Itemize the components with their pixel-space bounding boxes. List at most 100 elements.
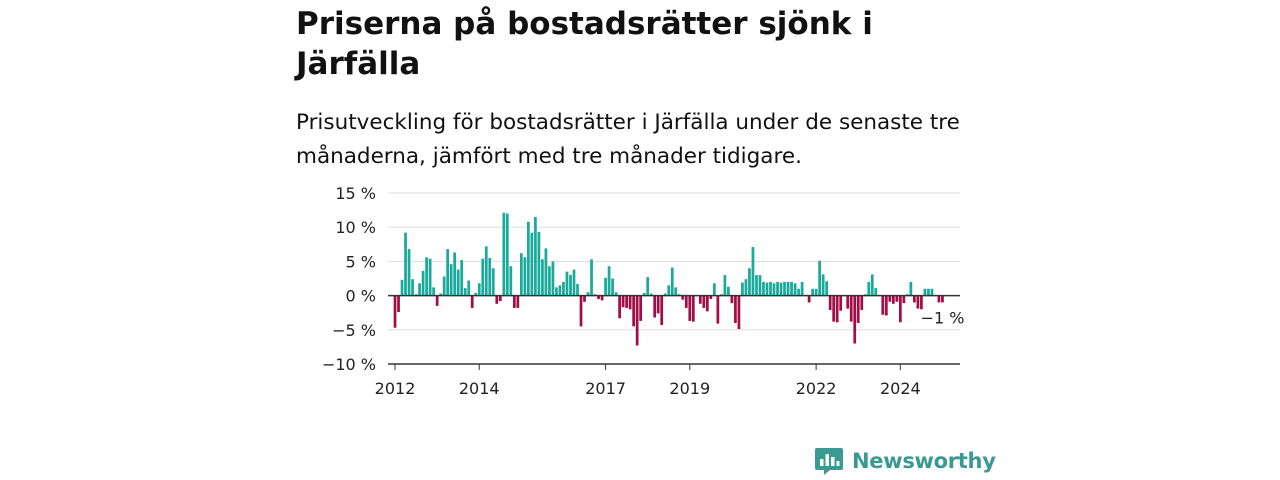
bar — [674, 287, 678, 296]
y-tick-label: 5 % — [346, 252, 376, 271]
bar — [793, 283, 797, 296]
bar — [923, 288, 927, 296]
bar — [449, 264, 453, 296]
bar — [797, 288, 800, 296]
bar — [439, 293, 443, 296]
bar — [716, 295, 720, 324]
bar — [435, 295, 439, 306]
bar — [727, 286, 730, 296]
bar — [470, 295, 474, 308]
bar — [765, 282, 769, 296]
bar — [741, 282, 744, 296]
bar — [607, 266, 611, 296]
bar — [751, 247, 755, 296]
bar — [428, 258, 432, 296]
bar — [463, 288, 467, 296]
bar — [576, 283, 579, 296]
bar — [600, 295, 604, 301]
newsworthy-logo[interactable]: Newsworthy — [814, 446, 996, 476]
bar — [930, 288, 934, 296]
bar — [698, 295, 702, 304]
bar — [828, 295, 832, 310]
bar — [628, 295, 632, 310]
bar — [432, 287, 435, 296]
chart-title: Priserna på bostadsrätter sjönk i Järfäl… — [296, 6, 873, 82]
bar — [453, 252, 457, 296]
bar — [393, 295, 397, 328]
bar — [891, 295, 895, 304]
bar — [586, 292, 590, 296]
bar — [523, 257, 527, 296]
bar — [884, 295, 888, 316]
bar — [681, 295, 685, 300]
bar — [755, 275, 758, 296]
bar — [646, 277, 650, 296]
bar — [491, 268, 495, 296]
bar — [723, 275, 727, 296]
bar — [397, 295, 400, 313]
bar — [702, 295, 706, 308]
y-tick-label: 10 % — [335, 218, 376, 237]
bar — [881, 295, 885, 315]
bar — [941, 295, 944, 303]
bar — [762, 281, 765, 296]
bar — [790, 281, 793, 296]
bar — [898, 295, 902, 323]
bar — [684, 295, 688, 308]
bar — [400, 279, 404, 296]
bar — [649, 293, 653, 296]
bar — [916, 295, 920, 309]
bar — [937, 295, 941, 303]
bar — [902, 295, 906, 304]
bar — [604, 277, 607, 296]
bar — [691, 295, 695, 322]
bar — [913, 295, 916, 303]
bar — [498, 295, 502, 302]
bar — [811, 288, 814, 296]
bar — [783, 281, 786, 296]
bar — [534, 216, 537, 296]
bar — [590, 259, 593, 296]
bar — [597, 295, 600, 300]
bar — [639, 295, 643, 321]
bar — [772, 283, 776, 296]
bar — [825, 281, 829, 296]
bar — [404, 232, 407, 296]
bar — [832, 295, 836, 322]
bar — [579, 295, 583, 327]
bar — [758, 275, 762, 296]
bar — [537, 231, 541, 296]
bar — [558, 285, 562, 296]
bar — [737, 295, 741, 330]
bar — [870, 274, 874, 296]
bar — [667, 285, 671, 296]
x-tick-label: 2014 — [459, 379, 500, 398]
bar — [927, 288, 930, 296]
bar — [411, 279, 414, 296]
bar — [425, 257, 428, 296]
bar — [614, 292, 618, 296]
bar — [519, 253, 523, 296]
x-tick-label: 2017 — [585, 379, 626, 398]
bar — [512, 295, 516, 308]
bar — [484, 246, 488, 296]
bar — [632, 295, 636, 327]
bar — [776, 281, 779, 296]
y-tick-label: −10 % — [322, 355, 376, 374]
bar — [551, 261, 555, 296]
bar — [481, 258, 485, 296]
bar — [786, 281, 790, 296]
bar — [421, 270, 425, 296]
bar — [653, 295, 657, 318]
x-tick-label: 2012 — [375, 379, 416, 398]
bar — [456, 269, 460, 296]
bar — [621, 295, 625, 308]
x-tick-label: 2022 — [796, 379, 837, 398]
bar — [505, 213, 509, 296]
bar — [642, 292, 646, 296]
bar — [544, 248, 548, 296]
bar — [635, 295, 639, 346]
bar — [530, 232, 534, 296]
bar — [888, 295, 892, 302]
